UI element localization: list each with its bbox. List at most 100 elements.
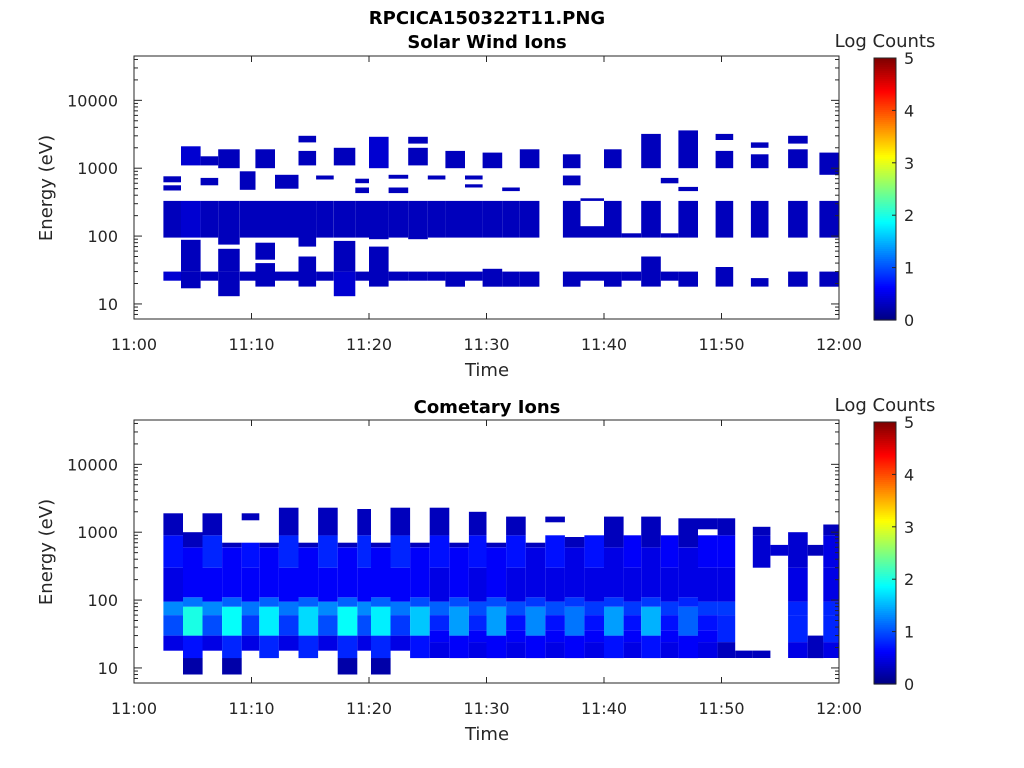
- y-tick-label: 10000: [67, 91, 118, 110]
- heatmap-cell: [465, 200, 483, 238]
- heatmap-cell: [390, 601, 411, 616]
- heatmap-cell: [410, 547, 430, 598]
- heatmap-cell: [788, 642, 808, 658]
- colorbar-tick-label: 2: [904, 206, 914, 225]
- heatmap-cell: [241, 615, 260, 636]
- colorbar-segment: [874, 534, 896, 538]
- y-tick-label: 1000: [77, 159, 118, 178]
- colorbar-segment: [874, 158, 896, 161]
- heatmap-cell: [445, 200, 465, 238]
- colorbar-segment: [874, 131, 896, 135]
- y-tick-label: 10: [98, 295, 118, 314]
- heatmap-cell: [468, 642, 487, 658]
- heatmap-cell: [468, 615, 487, 631]
- colorbar-segment: [874, 665, 896, 669]
- colorbar-segment: [874, 600, 896, 603]
- colorbar-segment: [874, 211, 896, 215]
- heatmap-cell: [163, 615, 183, 636]
- heatmap-cell: [715, 267, 734, 287]
- heatmap-cell: [388, 174, 409, 179]
- colorbar-segment: [874, 248, 896, 252]
- colorbar-segment: [874, 669, 896, 673]
- colorbar-segment: [874, 585, 896, 589]
- heatmap-cell: [202, 601, 223, 616]
- colorbar-segment: [874, 587, 896, 591]
- colorbar-segment: [874, 520, 896, 523]
- colorbar-segment: [874, 127, 896, 131]
- colorbar-segment: [874, 129, 896, 133]
- colorbar-segment: [874, 305, 896, 309]
- heatmap-cell: [163, 271, 181, 281]
- colorbar-segment: [874, 313, 896, 317]
- heatmap-cell: [369, 200, 389, 240]
- colorbar-segment: [874, 475, 896, 478]
- colorbar-segment: [874, 160, 896, 163]
- heatmap-cell: [506, 615, 526, 631]
- x-tick-label: 12:00: [816, 699, 862, 718]
- colorbar-segment: [874, 553, 896, 556]
- heatmap-cell: [163, 200, 181, 238]
- x-tick-label: 11:30: [463, 699, 509, 718]
- panel-title-solar-wind: Solar Wind Ions: [407, 32, 566, 53]
- heatmap-cell: [163, 513, 183, 536]
- heatmap-cell: [241, 542, 260, 568]
- colorbar-segment: [874, 602, 896, 605]
- colorbar-segment: [874, 272, 896, 276]
- heatmap-cell: [449, 547, 469, 598]
- heatmap-cell: [218, 200, 240, 245]
- colorbar-segment: [874, 291, 896, 294]
- spectrogram-cometary: [163, 507, 839, 675]
- x-tick-label: 12:00: [816, 335, 862, 354]
- heatmap-cell: [698, 567, 718, 602]
- colorbar-segment: [874, 297, 896, 301]
- heatmap-cell: [465, 184, 483, 188]
- heatmap-cell: [750, 142, 769, 148]
- heatmap-cell: [222, 542, 242, 548]
- heatmap-cell: [239, 271, 256, 281]
- heatmap-cell: [641, 597, 661, 607]
- heatmap-cell: [525, 635, 546, 659]
- heatmap-cell: [604, 200, 622, 238]
- heatmap-cell: [429, 567, 450, 602]
- heatmap-cell: [222, 635, 242, 659]
- heatmap-cell: [369, 136, 389, 169]
- colorbar-segment: [874, 236, 896, 239]
- colorbar-segment: [874, 622, 896, 626]
- heatmap-cell: [468, 511, 487, 536]
- colorbar-segment: [874, 464, 896, 468]
- heatmap-cell: [318, 535, 338, 568]
- colorbar-segment: [874, 295, 896, 299]
- heatmap-cell: [259, 547, 279, 598]
- heatmap-cell: [316, 200, 334, 238]
- heatmap-cell: [200, 156, 219, 166]
- colorbar-segment: [874, 430, 896, 433]
- heatmap-cell: [222, 547, 242, 598]
- heatmap-cell: [298, 200, 317, 247]
- x-tick-label: 11:40: [581, 699, 627, 718]
- heatmap-cell: [357, 635, 371, 651]
- heatmap-cell: [788, 135, 808, 144]
- colorbar-segment: [874, 557, 896, 560]
- heatmap-cell: [355, 187, 369, 194]
- colorbar-segment: [874, 176, 896, 180]
- colorbar-segment: [874, 168, 896, 172]
- heatmap-cell: [355, 200, 369, 238]
- colorbar-segment: [874, 287, 896, 290]
- colorbar-segment: [874, 444, 896, 448]
- colorbar-segment: [874, 528, 896, 532]
- heatmap-cell: [298, 135, 317, 143]
- heatmap-cell: [337, 542, 358, 548]
- colorbar-segment: [874, 62, 896, 65]
- colorbar-segment: [874, 518, 896, 521]
- colorbar-segment: [874, 657, 896, 661]
- heatmap-cell: [698, 518, 718, 530]
- colorbar-segment: [874, 458, 896, 462]
- heatmap-cell: [278, 535, 299, 568]
- heatmap-cell: [545, 516, 565, 523]
- heatmap-cell: [429, 507, 450, 536]
- heatmap-cell: [717, 615, 736, 643]
- colorbar-tick-label: 3: [904, 154, 914, 173]
- colorbar-segment: [874, 567, 896, 570]
- heatmap-cell: [641, 133, 661, 169]
- heatmap-cell: [545, 601, 565, 616]
